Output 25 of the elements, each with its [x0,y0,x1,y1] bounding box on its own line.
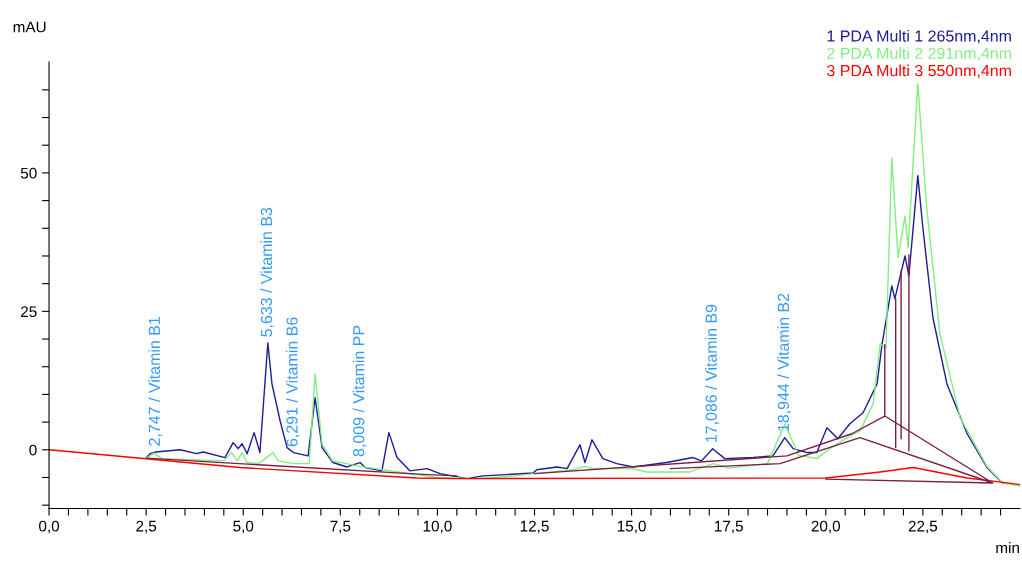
x-tick-label: 12,5 [520,520,549,534]
x-tick-label: 0,0 [39,520,60,534]
text: 3 PDA Multi 3 550nm,4nm [827,64,1011,79]
annotation: 2,747 / Vitamin B1 [148,317,162,446]
y-axis-title: mAU [13,21,46,33]
x-tick-label: 7,5 [330,520,351,534]
annotation: 17,086 / Vitamin B9 [705,304,719,442]
x-tick-label: 10,0 [423,520,452,534]
x-tick-label: 2,5 [136,520,157,534]
x-tick-label: 5,0 [233,520,254,534]
x-axis-title: min [996,541,1019,554]
y-tick-label: 25 [21,306,37,318]
x-tick-label: 20,0 [811,520,841,534]
x-tick-label: 15,0 [617,520,646,534]
x-tick-label: 17,5 [714,520,743,534]
line-series [145,83,1020,487]
x-tick-label: 22,5 [908,520,938,534]
y-tick-label: 50 [20,167,37,179]
series-label: 2 PDA Multi 2 291nm,4nm [827,47,1011,61]
annotation: 8,009 / Vitamin PP [352,325,367,457]
annotation: 5,633 / Vitamin B3 [260,207,274,337]
y-tick-label: 0 [29,444,37,456]
annotation: 18,944 / Vitamin B2 [777,293,791,431]
text: 1 PDA Multi 1 265nm,4nm [827,29,1011,44]
annotation: 6,291 / Vitamin B6 [285,317,300,447]
